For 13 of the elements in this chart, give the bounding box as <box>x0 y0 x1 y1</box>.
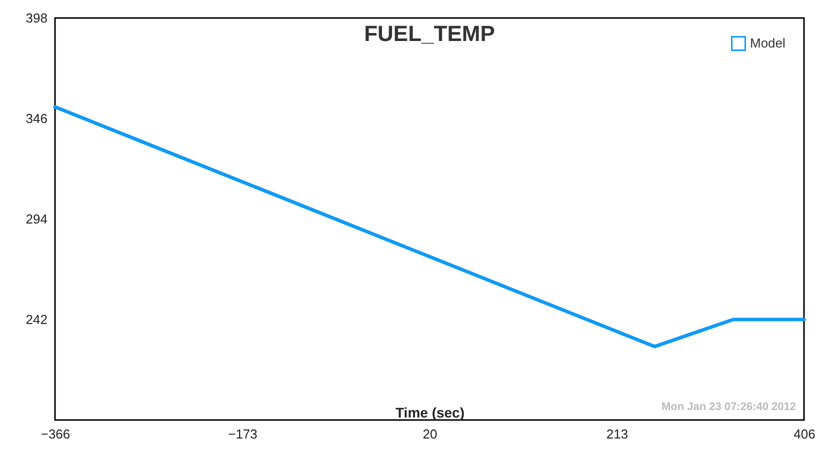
y-tick-label: 242 <box>26 312 48 327</box>
legend-label: Model <box>750 36 786 50</box>
x-tick-label: 20 <box>422 426 438 442</box>
x-axis-title: Time (sec) <box>396 404 464 420</box>
y-tick-label: 294 <box>26 212 48 226</box>
annotation: Mon Jan 23 07:26:40 2012 <box>661 401 796 413</box>
x-tick-label: −173 <box>228 426 258 442</box>
x-tick-label: −366 <box>40 426 70 442</box>
x-tick-label: 406 <box>794 426 816 442</box>
chart-title: FUEL_TEMP <box>364 21 495 46</box>
y-tick-label: 346 <box>26 111 48 126</box>
y-tick-label: 398 <box>26 10 48 26</box>
x-tick-label: 213 <box>606 426 628 442</box>
